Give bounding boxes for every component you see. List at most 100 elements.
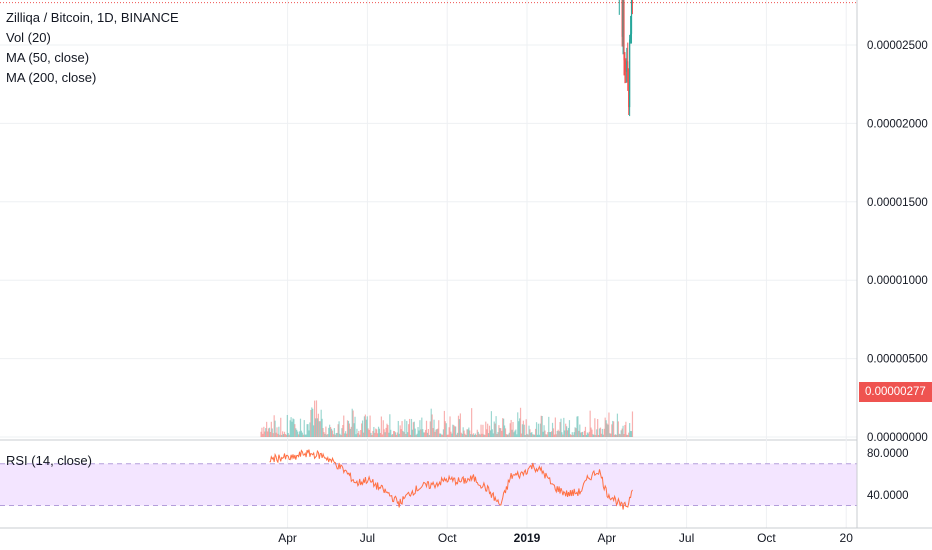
ma50-legend[interactable]: MA (50, close) xyxy=(6,50,90,65)
volume-bar xyxy=(625,421,627,437)
volume-bar xyxy=(465,434,467,437)
volume-bar xyxy=(323,432,325,437)
volume-bar xyxy=(313,425,315,437)
volume-bar xyxy=(624,425,626,437)
volume-bar xyxy=(282,434,285,437)
price-axis[interactable]: 0.00002500 0.00002000 0.00001500 0.00001000… xyxy=(856,0,928,528)
volume-bar xyxy=(314,400,316,437)
volume-bar xyxy=(361,420,364,437)
volume-bar xyxy=(289,420,291,437)
volume-bar xyxy=(576,416,578,437)
volume-bar xyxy=(392,430,395,437)
volume-bar xyxy=(543,425,545,437)
volume-bar xyxy=(306,424,308,437)
volume-bar xyxy=(451,433,453,437)
volume-bar xyxy=(368,429,370,437)
volume-bar xyxy=(400,429,402,437)
volume-bar xyxy=(395,434,398,437)
volume-bar xyxy=(462,427,464,437)
ma200-legend[interactable]: MA (200, close) xyxy=(6,70,97,85)
volume-bar xyxy=(608,412,610,437)
candle-body xyxy=(629,33,632,40)
volume-bar xyxy=(522,420,524,437)
volume-bar xyxy=(521,424,524,437)
volume-bar xyxy=(260,431,262,437)
volume-bar xyxy=(505,434,508,437)
volume-bar xyxy=(302,434,304,437)
volume-bar xyxy=(431,414,433,437)
volume-bar xyxy=(552,428,555,437)
symbol-legend[interactable]: Zilliqa / Bitcoin, 1D, BINANCE xyxy=(6,10,179,25)
volume-bar xyxy=(460,432,462,437)
volume-bar xyxy=(489,430,492,437)
volume-bar xyxy=(534,434,536,437)
volume-bar xyxy=(537,423,540,437)
volume-bar xyxy=(329,427,332,437)
volume-bar xyxy=(428,434,430,437)
volume-bar xyxy=(604,417,606,437)
volume-bar xyxy=(507,434,509,437)
candle-body xyxy=(626,61,628,72)
volume-bar xyxy=(322,427,324,437)
volume-bar xyxy=(629,430,632,437)
volume-bar xyxy=(294,424,296,437)
volume-bar xyxy=(581,432,583,437)
volume-bar xyxy=(269,431,272,437)
volume-bar xyxy=(420,429,422,437)
volume-bar xyxy=(408,418,411,437)
volume-bar xyxy=(287,432,289,437)
volume-bar xyxy=(261,427,263,437)
volume-bar xyxy=(295,428,297,437)
volume-bar xyxy=(419,420,421,437)
y-tick-label: 0.00000500 xyxy=(867,354,928,366)
volume-bar xyxy=(475,434,477,437)
volume-bar xyxy=(539,423,541,437)
volume-bar xyxy=(490,411,492,437)
volume-bar xyxy=(403,432,405,437)
candle-body xyxy=(630,0,633,34)
volume-bar xyxy=(617,421,619,437)
volume-bar xyxy=(337,424,339,437)
volume-legend[interactable]: Vol (20) xyxy=(6,30,51,45)
volume-bar xyxy=(606,423,608,437)
volume-bar xyxy=(547,432,549,437)
volume-bars xyxy=(260,400,634,437)
volume-bar xyxy=(442,429,445,437)
volume-bar xyxy=(450,431,452,437)
volume-bar xyxy=(356,428,358,437)
volume-bar xyxy=(594,418,596,437)
volume-bar xyxy=(499,428,501,437)
volume-bar xyxy=(278,426,280,437)
volume-bar xyxy=(434,431,436,437)
volume-bar xyxy=(437,428,439,437)
volume-bar xyxy=(423,432,425,437)
volume-bar xyxy=(438,420,440,437)
volume-bar xyxy=(571,432,573,437)
rsi-pane xyxy=(0,449,857,510)
volume-bar xyxy=(519,407,522,437)
volume-bar xyxy=(404,419,406,437)
volume-bar xyxy=(484,434,486,437)
volume-bar xyxy=(587,433,589,437)
volume-bar xyxy=(377,433,379,437)
time-axis[interactable]: Apr Jul Oct 2019 Apr Jul Oct 20 xyxy=(0,527,932,545)
volume-bar xyxy=(399,425,401,437)
volume-bar xyxy=(567,427,570,437)
volume-bar xyxy=(515,429,517,437)
volume-bar xyxy=(520,433,523,437)
rsi-legend[interactable]: RSI (14, close) xyxy=(6,453,92,468)
volume-bar xyxy=(326,434,328,437)
volume-bar xyxy=(588,431,590,437)
volume-bar xyxy=(285,434,287,437)
volume-bar xyxy=(281,434,283,437)
volume-bar xyxy=(487,433,490,437)
volume-bar xyxy=(527,434,529,437)
volume-bar xyxy=(293,419,295,437)
volume-bar xyxy=(432,428,434,437)
volume-bar xyxy=(463,430,465,437)
volume-bar xyxy=(609,433,611,437)
volume-bar xyxy=(401,421,403,437)
candle-body xyxy=(621,0,623,37)
volume-bar xyxy=(532,434,534,437)
